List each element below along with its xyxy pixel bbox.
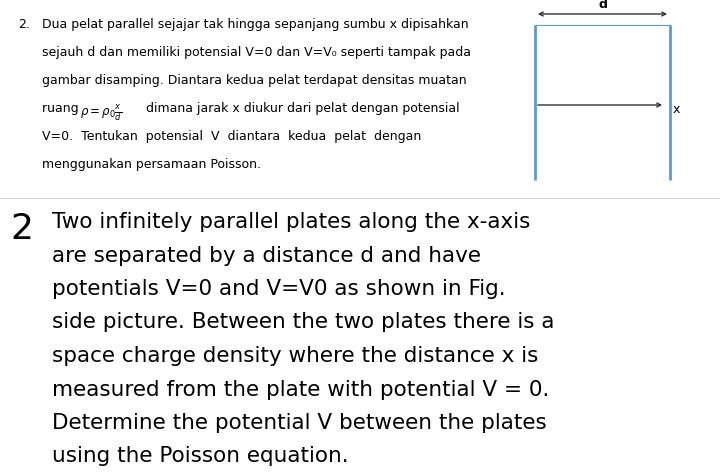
Text: measured from the plate with potential V = 0.: measured from the plate with potential V… bbox=[52, 380, 549, 399]
Text: sejauh d dan memiliki potensial V=0 dan V=V₀ seperti tampak pada: sejauh d dan memiliki potensial V=0 dan … bbox=[42, 46, 471, 59]
Text: V=0.  Tentukan  potensial  V  diantara  kedua  pelat  dengan: V=0. Tentukan potensial V diantara kedua… bbox=[42, 130, 421, 143]
Text: potentials V=0 and V=V0 as shown in Fig.: potentials V=0 and V=V0 as shown in Fig. bbox=[52, 279, 505, 299]
Text: ruang: ruang bbox=[42, 102, 86, 115]
Text: $\rho = \rho_0\frac{x}{d}$: $\rho = \rho_0\frac{x}{d}$ bbox=[80, 103, 122, 123]
Text: d: d bbox=[598, 0, 607, 11]
Text: Dua pelat parallel sejajar tak hingga sepanjang sumbu x dipisahkan: Dua pelat parallel sejajar tak hingga se… bbox=[42, 18, 469, 31]
Text: space charge density where the distance x is: space charge density where the distance … bbox=[52, 346, 539, 366]
Text: gambar disamping. Diantara kedua pelat terdapat densitas muatan: gambar disamping. Diantara kedua pelat t… bbox=[42, 74, 467, 87]
Text: Two infinitely parallel plates along the x-axis: Two infinitely parallel plates along the… bbox=[52, 212, 531, 232]
Text: are separated by a distance d and have: are separated by a distance d and have bbox=[52, 246, 481, 266]
Text: side picture. Between the two plates there is a: side picture. Between the two plates the… bbox=[52, 313, 554, 332]
Text: Determine the potential V between the plates: Determine the potential V between the pl… bbox=[52, 413, 546, 433]
Text: x: x bbox=[673, 103, 680, 116]
Text: menggunakan persamaan Poisson.: menggunakan persamaan Poisson. bbox=[42, 158, 261, 171]
Text: 2: 2 bbox=[10, 212, 33, 246]
Text: using the Poisson equation.: using the Poisson equation. bbox=[52, 446, 348, 466]
Text: dimana jarak x diukur dari pelat dengan potensial: dimana jarak x diukur dari pelat dengan … bbox=[142, 102, 459, 115]
Text: 2.: 2. bbox=[18, 18, 30, 31]
